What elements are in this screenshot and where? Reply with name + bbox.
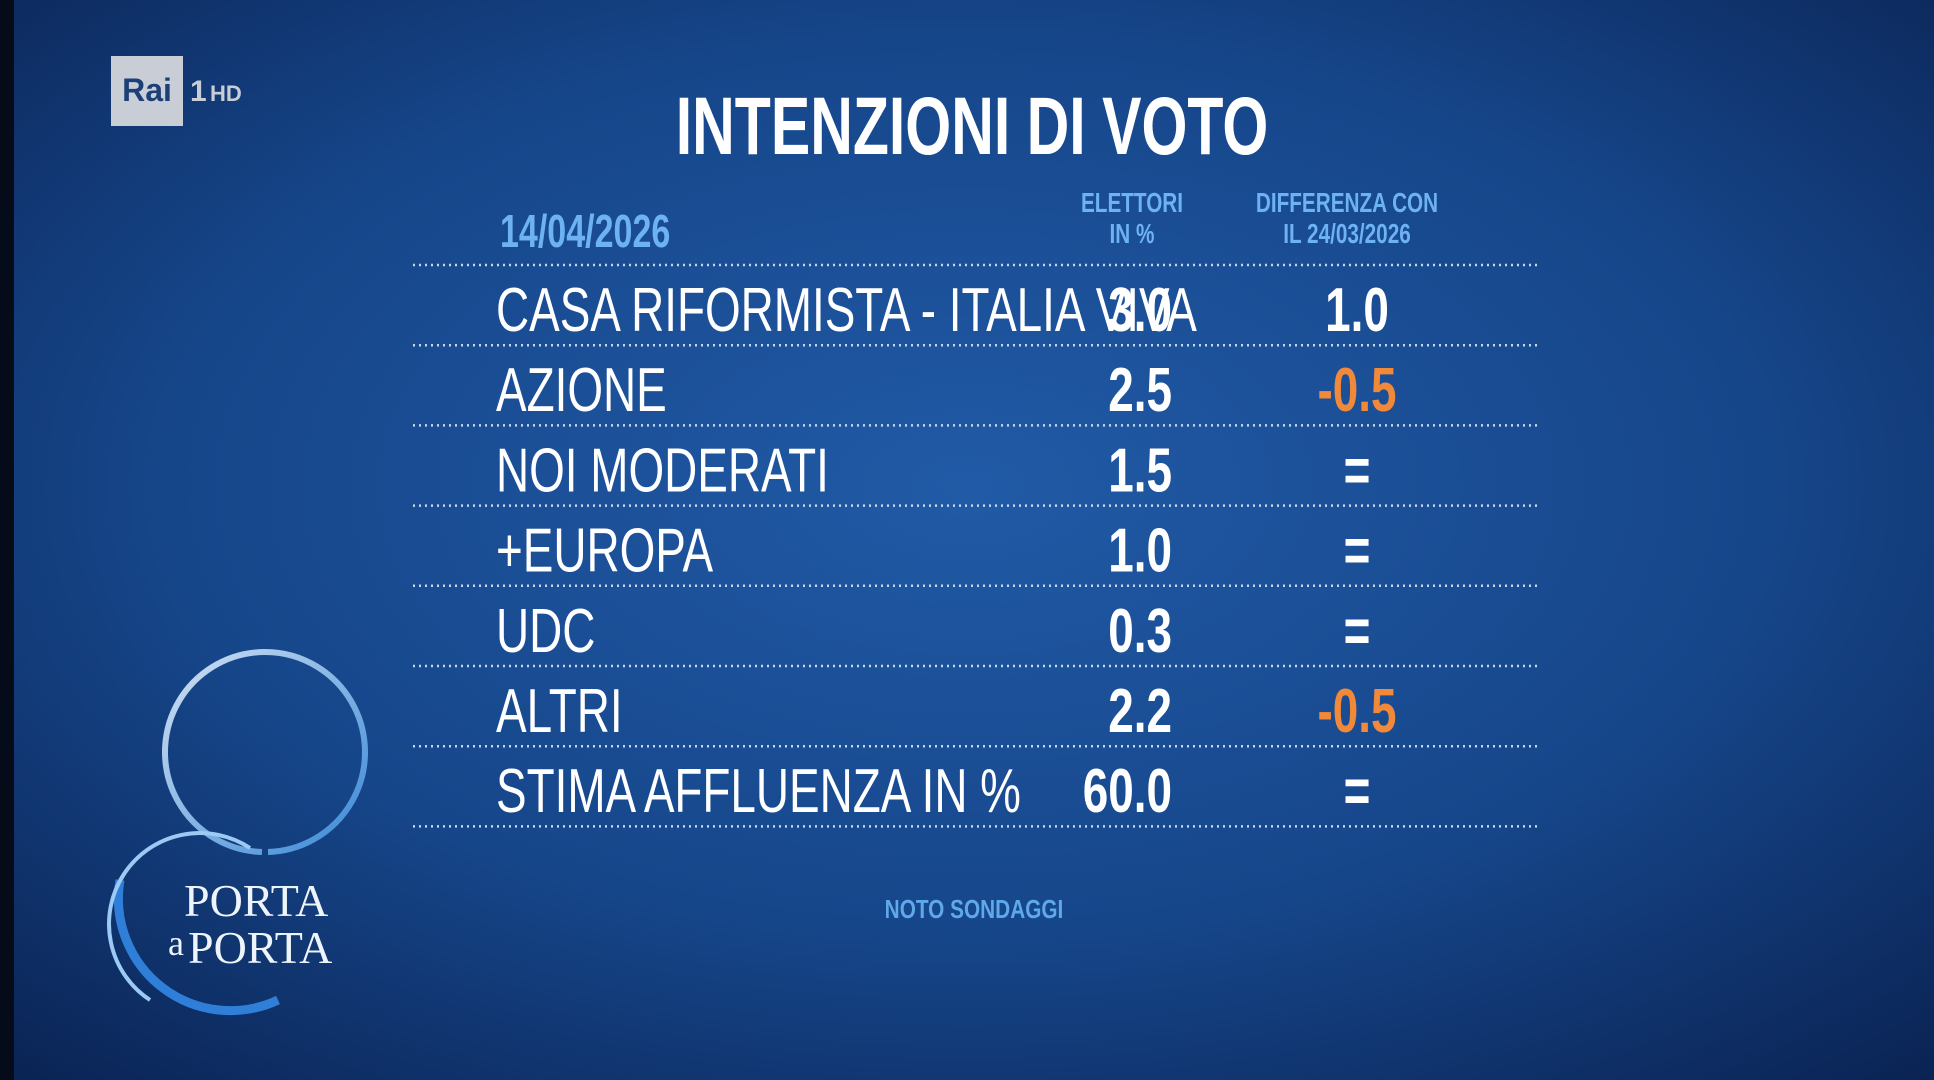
text-group: -0.5 bbox=[1317, 355, 1396, 424]
text-group: 3.0 bbox=[1108, 275, 1172, 344]
table-date: 14/04/2026 bbox=[500, 205, 670, 257]
vote-share: 1.0 bbox=[1108, 516, 1172, 585]
text-group: = bbox=[1344, 596, 1371, 665]
difference: 1.0 bbox=[1325, 275, 1389, 344]
edge bbox=[0, 0, 14, 1080]
text-group: 60.0 bbox=[1083, 756, 1172, 825]
text-group: 1.0 bbox=[1108, 516, 1172, 585]
difference: -0.5 bbox=[1317, 355, 1396, 424]
text-group: 14/04/2026 bbox=[500, 205, 670, 257]
text-group: 1.5 bbox=[1108, 436, 1172, 505]
text-group: 2.5 bbox=[1108, 355, 1172, 424]
column-header: IL 24/03/2026 bbox=[1283, 219, 1410, 250]
text-group: 2.2 bbox=[1108, 676, 1172, 745]
difference: = bbox=[1344, 436, 1371, 505]
text-group: ALTRI bbox=[496, 676, 623, 745]
show-logo-word: PORTA bbox=[188, 922, 332, 973]
source: NOTO SONDAGGI bbox=[885, 895, 1064, 924]
text-group: 0.3 bbox=[1108, 596, 1172, 665]
show-logo-word: a bbox=[168, 923, 184, 963]
party-name: UDC bbox=[496, 596, 595, 665]
text-group: 1.0 bbox=[1325, 275, 1389, 344]
logo-box bbox=[111, 56, 183, 126]
vote-share: 2.5 bbox=[1108, 355, 1172, 424]
text-group: = bbox=[1344, 756, 1371, 825]
vote-share: 0.3 bbox=[1108, 596, 1172, 665]
difference: = bbox=[1344, 596, 1371, 665]
party-name: CASA RIFORMISTA - ITALIA VIVA bbox=[496, 275, 1197, 344]
text-group: DIFFERENZA CON bbox=[1256, 188, 1438, 219]
show-logo: PORTA a PORTA bbox=[107, 649, 368, 1016]
party-name: +EUROPA bbox=[496, 516, 714, 585]
difference: = bbox=[1344, 516, 1371, 585]
text-group: = bbox=[1344, 436, 1371, 505]
logo-channel: 1 bbox=[190, 75, 207, 108]
text-group: IN % bbox=[1110, 219, 1155, 250]
party-name: STIMA AFFLUENZA IN % bbox=[496, 756, 1021, 825]
logo-brand: Rai bbox=[122, 72, 172, 108]
party-name: AZIONE bbox=[496, 355, 667, 424]
text-group: NOI MODERATI bbox=[496, 436, 829, 505]
text-group: STIMA AFFLUENZA IN % bbox=[496, 756, 1021, 825]
column-header: DIFFERENZA CON bbox=[1256, 188, 1438, 219]
vote-share: 1.5 bbox=[1108, 436, 1172, 505]
text-group: -0.5 bbox=[1317, 676, 1396, 745]
text-group: UDC bbox=[496, 596, 595, 665]
text-group: AZIONE bbox=[496, 355, 667, 424]
logo-quality: HD bbox=[210, 81, 242, 106]
difference: = bbox=[1344, 756, 1371, 825]
text-group: CASA RIFORMISTA - ITALIA VIVA bbox=[496, 275, 1197, 344]
text-group: = bbox=[1344, 516, 1371, 585]
text-group: IL 24/03/2026 bbox=[1283, 219, 1410, 250]
vote-share: 3.0 bbox=[1108, 275, 1172, 344]
vote-share: 2.2 bbox=[1108, 676, 1172, 745]
column-header: ELETTORI bbox=[1081, 188, 1183, 219]
difference: -0.5 bbox=[1317, 676, 1396, 745]
vote-share: 60.0 bbox=[1083, 756, 1172, 825]
title: INTENZIONI DI VOTO bbox=[676, 81, 1269, 173]
show-logo-word: PORTA bbox=[184, 875, 328, 926]
text-group: +EUROPA bbox=[496, 516, 714, 585]
party-name: NOI MODERATI bbox=[496, 436, 829, 505]
party-name: ALTRI bbox=[496, 676, 623, 745]
column-header: IN % bbox=[1110, 219, 1155, 250]
text-group: ELETTORI bbox=[1081, 188, 1183, 219]
